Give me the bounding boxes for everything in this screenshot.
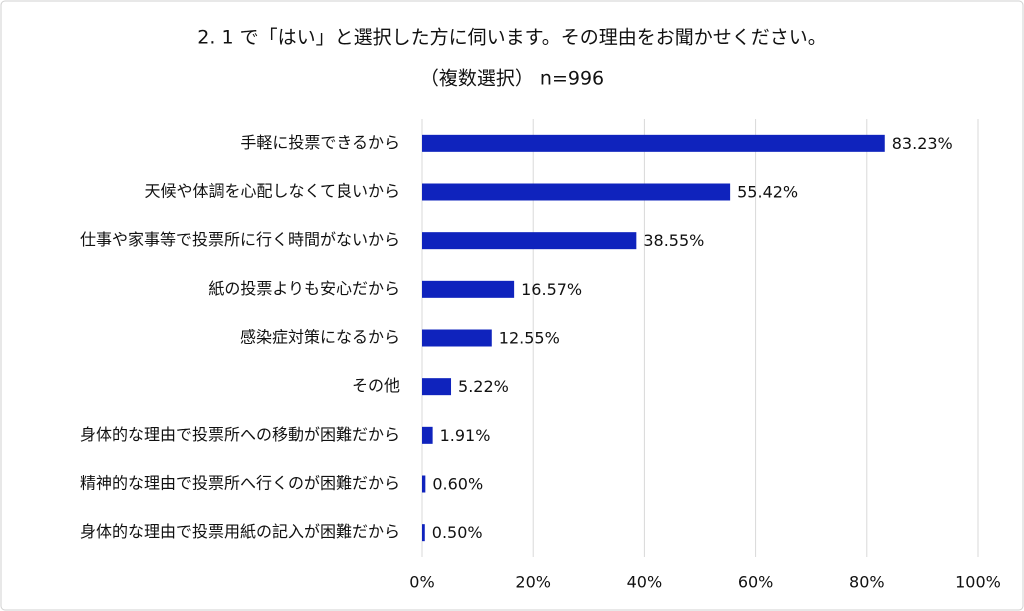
data-label: 83.23% bbox=[892, 134, 953, 153]
data-label: 38.55% bbox=[643, 231, 704, 250]
y-tick-label: 感染症対策になるから bbox=[240, 328, 400, 347]
x-tick-label: 60% bbox=[738, 573, 774, 592]
data-label: 0.50% bbox=[432, 523, 483, 542]
bar bbox=[422, 329, 492, 347]
bar bbox=[422, 426, 433, 444]
data-label: 12.55% bbox=[499, 329, 560, 348]
chart-subtitle: （複数選択） n=996 bbox=[420, 68, 604, 90]
x-tick-label: 20% bbox=[515, 573, 551, 592]
y-tick-label: 手軽に投票できるから bbox=[240, 133, 400, 152]
x-tick-label: 100% bbox=[955, 573, 1001, 592]
y-tick-label: 天候や体調を心配しなくて良いから bbox=[144, 182, 400, 201]
x-tick-label: 0% bbox=[409, 573, 434, 592]
bar bbox=[422, 183, 731, 201]
bar bbox=[422, 475, 426, 493]
y-tick-label: 身体的な理由で投票用紙の記入が困難だから bbox=[80, 522, 400, 541]
y-tick-label: 紙の投票よりも安心だから bbox=[208, 279, 400, 298]
bar bbox=[422, 134, 885, 152]
y-tick-label: 精神的な理由で投票所へ行くのが困難だから bbox=[80, 474, 400, 493]
bar bbox=[422, 378, 452, 396]
bar bbox=[422, 280, 515, 298]
data-label: 55.42% bbox=[737, 183, 798, 202]
y-tick-label: その他 bbox=[352, 376, 400, 395]
data-label: 1.91% bbox=[440, 426, 491, 445]
data-label: 16.57% bbox=[521, 280, 582, 299]
chart-title: 2. 1 で「はい」と選択した方に伺います。その理由をお聞かせください。 bbox=[197, 27, 826, 49]
y-tick-label: 身体的な理由で投票所への移動が困難だから bbox=[80, 425, 400, 444]
bar bbox=[422, 232, 637, 250]
data-label: 0.60% bbox=[432, 475, 483, 494]
data-label: 5.22% bbox=[458, 377, 509, 396]
y-tick-label: 仕事や家事等で投票所に行く時間がないから bbox=[80, 230, 400, 249]
bar bbox=[422, 524, 425, 542]
x-tick-label: 40% bbox=[627, 573, 663, 592]
x-tick-label: 80% bbox=[849, 573, 885, 592]
